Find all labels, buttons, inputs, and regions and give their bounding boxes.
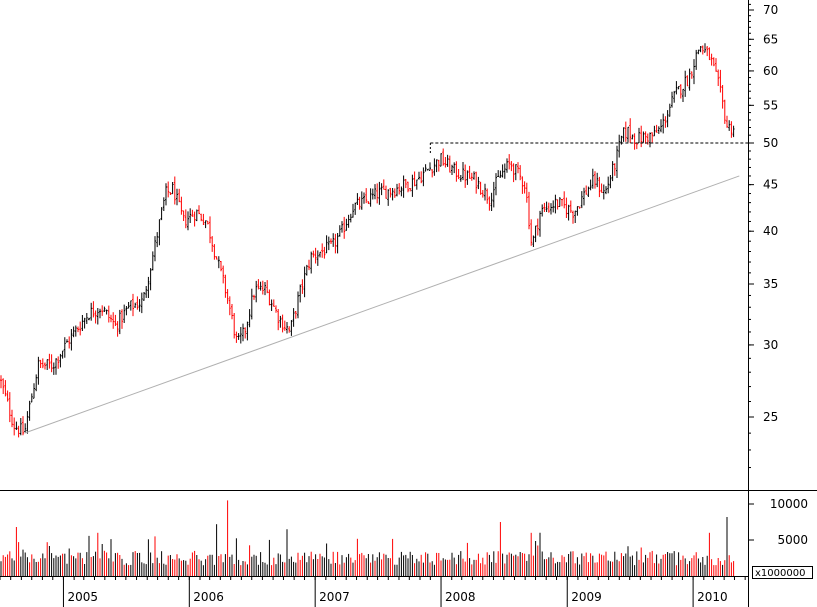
price-tick-label: 65 — [763, 32, 778, 46]
price-tick-label: 45 — [763, 178, 778, 192]
price-tick-label: 40 — [763, 224, 778, 238]
price-tick-label: 60 — [763, 64, 778, 78]
volume-tick-label: 10000 — [770, 497, 808, 511]
date-axis: 2005 2006 2007 2008 2009 2010 — [0, 576, 746, 607]
price-tick-label: 30 — [763, 338, 778, 352]
year-tick-label: 2006 — [193, 590, 224, 604]
year-tick-label: 2007 — [319, 590, 350, 604]
price-tick-label: 55 — [763, 98, 778, 112]
year-tick-label: 2005 — [67, 590, 98, 604]
price-tick-label: 25 — [763, 410, 778, 424]
volume-unit-label: x1000000 — [755, 568, 805, 579]
year-tick-label: 2010 — [697, 590, 728, 604]
year-tick-label: 2009 — [571, 590, 602, 604]
price-bars — [0, 43, 735, 438]
year-tick-label: 2008 — [445, 590, 476, 604]
price-tick-label: 35 — [763, 277, 778, 291]
trend-line — [24, 175, 740, 434]
price-tick-label: 70 — [763, 3, 778, 17]
price-axis: 25 30 35 40 45 50 55 60 65 70 — [748, 3, 778, 469]
volume-tick-label: 5000 — [777, 533, 808, 547]
chart-annotations — [24, 142, 748, 434]
volume-bars — [0, 500, 735, 576]
price-tick-label: 50 — [763, 136, 778, 150]
volume-axis: 5000 10000 x1000000 — [748, 497, 813, 579]
volume-unit-box — [752, 566, 813, 579]
